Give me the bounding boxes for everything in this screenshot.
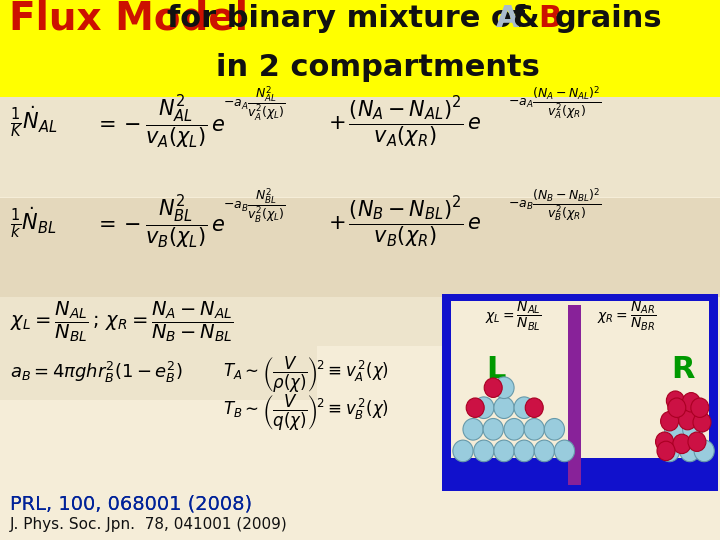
Text: $-a_A \dfrac{(N_A - N_{AL})^2}{v_A^2(\chi_R)}$: $-a_A \dfrac{(N_A - N_{AL})^2}{v_A^2(\ch…: [508, 85, 601, 123]
Ellipse shape: [474, 397, 494, 418]
Text: $\frac{1}{K}\dot{N}_{AL}$: $\frac{1}{K}\dot{N}_{AL}$: [10, 105, 58, 139]
Ellipse shape: [467, 398, 485, 417]
Text: B: B: [539, 4, 562, 33]
Ellipse shape: [661, 411, 679, 431]
Ellipse shape: [526, 398, 544, 417]
Ellipse shape: [656, 432, 674, 451]
Text: $T_A \sim \left(\dfrac{V}{\rho(\chi)}\right)^{\!2} \equiv v_A^{\,2}(\chi)$: $T_A \sim \left(\dfrac{V}{\rho(\chi)}\ri…: [223, 355, 389, 395]
Ellipse shape: [463, 418, 483, 440]
Ellipse shape: [672, 434, 690, 454]
Ellipse shape: [683, 418, 703, 440]
Text: $= -\dfrac{N_{BL}^2}{v_B(\chi_L)}\,e$: $= -\dfrac{N_{BL}^2}{v_B(\chi_L)}\,e$: [94, 194, 225, 251]
Ellipse shape: [691, 398, 708, 417]
Bar: [0, 97, 720, 540]
Ellipse shape: [694, 440, 714, 462]
Ellipse shape: [494, 397, 514, 418]
Bar: [0, 297, 446, 346]
Bar: [451, 458, 709, 485]
Bar: [0, 0, 720, 97]
Text: &: &: [513, 4, 550, 33]
Text: PRL, 100, 068001 (2008): PRL, 100, 068001 (2008): [10, 494, 252, 513]
Text: J. Phys. Soc. Jpn.  78, 041001 (2009): J. Phys. Soc. Jpn. 78, 041001 (2009): [10, 517, 288, 532]
Bar: [568, 305, 581, 485]
Ellipse shape: [657, 441, 675, 461]
Ellipse shape: [668, 398, 685, 417]
Text: $T_B \sim \left(\dfrac{V}{q(\chi)}\right)^{\!2} \equiv v_B^{\,2}(\chi)$: $T_B \sim \left(\dfrac{V}{q(\chi)}\right…: [223, 393, 389, 433]
Ellipse shape: [474, 440, 494, 462]
Text: PRL, 100, 068001 (2008): PRL, 100, 068001 (2008): [10, 494, 252, 513]
Ellipse shape: [667, 391, 684, 410]
Text: $\chi_R = \dfrac{N_{AR}}{N_{BR}}$: $\chi_R = \dfrac{N_{AR}}{N_{BR}}$: [597, 300, 656, 333]
Text: $-a_B \dfrac{(N_B - N_{BL})^2}{v_B^2(\chi_R)}$: $-a_B \dfrac{(N_B - N_{BL})^2}{v_B^2(\ch…: [508, 186, 601, 224]
Text: $-a_A \dfrac{N_{AL}^2}{v_A^2(\chi_L)}$: $-a_A \dfrac{N_{AL}^2}{v_A^2(\chi_L)}$: [223, 84, 286, 123]
Ellipse shape: [534, 440, 554, 462]
Ellipse shape: [453, 440, 473, 462]
Text: in 2 compartments: in 2 compartments: [216, 53, 540, 82]
Text: $+\,\dfrac{(N_A - N_{AL})^2}{v_A(\chi_R)}\,e$: $+\,\dfrac{(N_A - N_{AL})^2}{v_A(\chi_R)…: [328, 94, 481, 150]
Ellipse shape: [554, 440, 575, 462]
Ellipse shape: [672, 397, 693, 418]
Text: L: L: [487, 355, 505, 384]
Ellipse shape: [679, 410, 697, 430]
Ellipse shape: [524, 418, 544, 440]
Ellipse shape: [504, 418, 524, 440]
Text: $= -\dfrac{N_{AL}^2}{v_A(\chi_L)}\,e$: $= -\dfrac{N_{AL}^2}{v_A(\chi_L)}\,e$: [94, 93, 225, 151]
Text: R: R: [672, 355, 695, 384]
Ellipse shape: [544, 418, 564, 440]
Ellipse shape: [494, 440, 514, 462]
Ellipse shape: [514, 397, 534, 418]
Text: $\frac{1}{k}\dot{N}_{BL}$: $\frac{1}{k}\dot{N}_{BL}$: [10, 205, 57, 240]
Text: $\chi_L = \dfrac{N_{AL}}{N_{BL}}\,;\,\chi_R = \dfrac{N_A - N_{AL}}{N_B - N_{BL}}: $\chi_L = \dfrac{N_{AL}}{N_{BL}}\,;\,\ch…: [10, 299, 234, 343]
Ellipse shape: [682, 393, 700, 412]
Text: $\chi_L = \dfrac{N_{AL}}{N_{BL}}$: $\chi_L = \dfrac{N_{AL}}{N_{BL}}$: [485, 300, 542, 333]
Ellipse shape: [485, 378, 503, 397]
Text: $a_B = 4\pi g h r_B^2 (1 - e_B^2)$: $a_B = 4\pi g h r_B^2 (1 - e_B^2)$: [10, 360, 183, 385]
Bar: [0, 97, 720, 197]
Text: $+\,\dfrac{(N_B - N_{BL})^2}{v_B(\chi_R)}\,e$: $+\,\dfrac{(N_B - N_{BL})^2}{v_B(\chi_R)…: [328, 195, 481, 250]
Ellipse shape: [693, 413, 711, 432]
Bar: [0, 198, 720, 297]
Ellipse shape: [483, 418, 503, 440]
Text: grains: grains: [554, 4, 662, 33]
Ellipse shape: [688, 432, 706, 451]
Text: A: A: [495, 4, 519, 33]
Ellipse shape: [665, 418, 685, 440]
Bar: [442, 294, 718, 491]
Text: Flux Model: Flux Model: [9, 0, 248, 38]
Ellipse shape: [680, 440, 700, 462]
Ellipse shape: [514, 440, 534, 462]
Text: for binary mixture of: for binary mixture of: [167, 4, 525, 33]
Bar: [0, 346, 317, 400]
Bar: [451, 301, 709, 485]
Ellipse shape: [494, 377, 514, 399]
Ellipse shape: [660, 440, 680, 462]
Text: $-a_B \dfrac{N_{BL}^2}{v_B^2(\chi_L)}$: $-a_B \dfrac{N_{BL}^2}{v_B^2(\chi_L)}$: [223, 186, 286, 225]
